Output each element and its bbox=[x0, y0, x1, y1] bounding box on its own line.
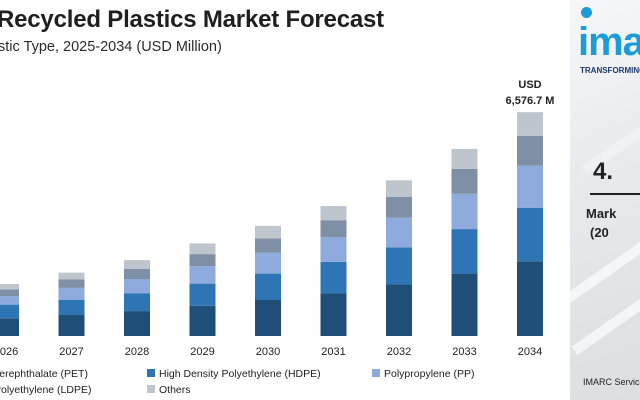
bar-segment-2026-ldpe bbox=[0, 289, 19, 297]
bar-segment-2034-hdpe bbox=[517, 207, 543, 262]
bar-segment-2029-others bbox=[189, 243, 216, 255]
logo-tagline: TRANSFORMING bbox=[580, 66, 640, 75]
bar-segment-2034-pet bbox=[517, 261, 543, 336]
bar-segment-2034-ldpe bbox=[517, 135, 543, 166]
logo-dot-icon bbox=[581, 7, 592, 18]
cagr-divider bbox=[590, 193, 640, 195]
bar-segment-2026-pet bbox=[0, 318, 19, 336]
total-label-line: 6,576.7 M bbox=[506, 95, 555, 107]
bar-segment-2033-hdpe bbox=[451, 229, 478, 274]
sidebar-panel: ima TRANSFORMING 4. Mark (20 IMARC Servi… bbox=[570, 0, 640, 400]
cagr-label: Mark bbox=[586, 206, 617, 221]
bar-segment-2028-pet bbox=[124, 311, 150, 336]
source-note: IMARC Service bbox=[583, 377, 640, 387]
x-tick-label: 2029 bbox=[190, 346, 214, 358]
bar-segment-2026-hdpe bbox=[0, 304, 19, 319]
x-tick-label: 2034 bbox=[518, 346, 542, 358]
bar-segment-2032-ldpe bbox=[386, 197, 412, 218]
total-label-line: USD bbox=[518, 79, 541, 91]
chart-title: Recycled Plastics Market Forecast bbox=[0, 6, 384, 33]
bar-segment-2029-hdpe bbox=[189, 283, 216, 306]
x-tick-label: 2032 bbox=[387, 346, 411, 358]
bar-segment-2028-ldpe bbox=[124, 269, 150, 279]
chart-subtitle: stic Type, 2025-2034 (USD Million) bbox=[0, 39, 222, 55]
bar-segment-2029-pp bbox=[189, 266, 216, 284]
bar-segment-2031-others bbox=[320, 206, 347, 221]
bar-segment-2032-hdpe bbox=[386, 247, 412, 285]
bar-segment-2033-ldpe bbox=[451, 168, 478, 194]
cagr-years: (20 bbox=[590, 225, 609, 240]
bar-segment-2032-pet bbox=[386, 284, 412, 336]
bar-segment-2026-pp bbox=[0, 296, 19, 305]
bar-group bbox=[0, 112, 543, 336]
bar-segment-2030-ldpe bbox=[255, 238, 281, 253]
bar-segment-2030-hdpe bbox=[255, 273, 281, 300]
bar-segment-2027-ldpe bbox=[58, 279, 85, 288]
x-tick-label: 2027 bbox=[59, 346, 83, 358]
bar-segment-2030-pp bbox=[255, 252, 281, 274]
x-tick-label: 2033 bbox=[452, 346, 476, 358]
cagr-value: 4. bbox=[593, 158, 614, 185]
bar-segment-2029-pet bbox=[189, 305, 216, 336]
bar-segment-2027-pp bbox=[58, 287, 85, 300]
bar-segment-2033-others bbox=[451, 148, 478, 169]
bar-segment-2032-pp bbox=[386, 217, 412, 248]
bar-segment-2031-pp bbox=[320, 237, 347, 262]
bar-segment-2028-pp bbox=[124, 279, 150, 294]
imarc-logo: ima bbox=[578, 20, 640, 64]
x-tick-label: 2030 bbox=[256, 346, 280, 358]
bar-segment-2034-others bbox=[517, 112, 543, 136]
bar-segment-2027-pet bbox=[58, 314, 85, 336]
stacked-bar-chart: 2026 2027 2028 2029 2030 2031 2032 2033 2034 USD… bbox=[0, 79, 555, 358]
x-tick-label: 2028 bbox=[125, 346, 149, 358]
bar-segment-2031-hdpe bbox=[320, 261, 347, 294]
bar-segment-2030-others bbox=[255, 225, 281, 239]
bar-segment-2030-pet bbox=[255, 300, 281, 336]
bar-segment-2031-pet bbox=[320, 293, 347, 336]
x-tick-label: 2031 bbox=[321, 346, 345, 358]
x-tick-label: 2026 bbox=[0, 346, 18, 358]
bar-segment-2033-pet bbox=[451, 273, 478, 336]
x-axis-ticks: 2026 2027 2028 2029 2030 2031 2032 2033 2034 bbox=[0, 346, 542, 358]
bar-segment-2027-others bbox=[58, 272, 85, 280]
bar-segment-2026-others bbox=[0, 284, 19, 290]
bar-segment-2028-hdpe bbox=[124, 293, 150, 311]
bar-segment-2027-hdpe bbox=[58, 299, 85, 315]
total-annotation: USD 6,576.7 M bbox=[506, 79, 555, 107]
bar-segment-2033-pp bbox=[451, 193, 478, 230]
bar-segment-2031-ldpe bbox=[320, 220, 347, 238]
bar-segment-2028-others bbox=[124, 260, 150, 269]
bar-segment-2029-ldpe bbox=[189, 254, 216, 267]
bar-segment-2032-others bbox=[386, 180, 412, 197]
bar-segment-2034-pp bbox=[517, 165, 543, 208]
